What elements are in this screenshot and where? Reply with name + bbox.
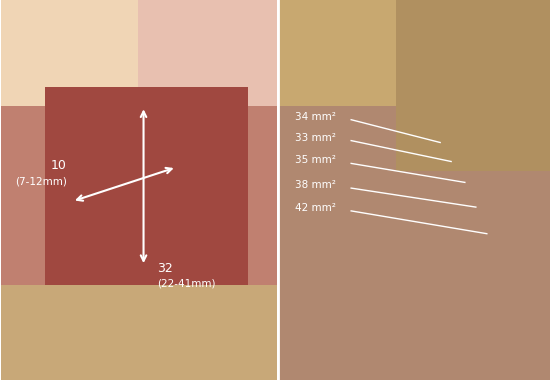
FancyBboxPatch shape bbox=[396, 0, 550, 171]
Text: 35 mm²: 35 mm² bbox=[295, 155, 336, 165]
FancyBboxPatch shape bbox=[138, 0, 277, 106]
FancyBboxPatch shape bbox=[1, 285, 277, 380]
FancyBboxPatch shape bbox=[1, 0, 138, 106]
Text: 42 mm²: 42 mm² bbox=[295, 203, 336, 213]
FancyBboxPatch shape bbox=[45, 87, 248, 285]
FancyBboxPatch shape bbox=[279, 0, 550, 380]
Text: (22-41mm): (22-41mm) bbox=[157, 279, 216, 289]
FancyBboxPatch shape bbox=[279, 0, 550, 106]
FancyBboxPatch shape bbox=[1, 0, 277, 380]
Text: 10: 10 bbox=[51, 159, 67, 172]
Text: 33 mm²: 33 mm² bbox=[295, 133, 336, 142]
Text: 38 mm²: 38 mm² bbox=[295, 180, 336, 190]
Text: (7-12mm): (7-12mm) bbox=[15, 176, 67, 186]
Text: 32: 32 bbox=[157, 262, 173, 275]
Text: 34 mm²: 34 mm² bbox=[295, 112, 336, 122]
